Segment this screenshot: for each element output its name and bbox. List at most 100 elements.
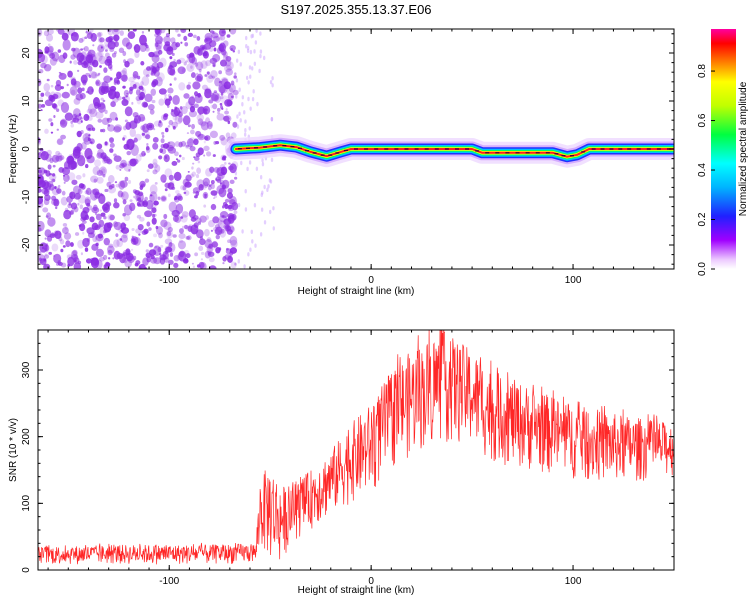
noise-speckle — [177, 195, 183, 201]
noise-speckle — [47, 164, 52, 170]
noise-speckle — [212, 75, 215, 80]
noise-speckle — [38, 103, 42, 109]
noise-speckle — [248, 160, 252, 165]
noise-speckle — [223, 218, 232, 226]
noise-speckle — [73, 60, 78, 65]
noise-speckle — [75, 174, 82, 180]
noise-speckle — [215, 178, 218, 181]
noise-speckle — [180, 29, 187, 34]
noise-speckle — [102, 229, 107, 234]
noise-speckle — [239, 62, 242, 67]
noise-speckle — [152, 213, 157, 217]
noise-speckle — [200, 258, 203, 261]
noise-speckle — [146, 143, 149, 146]
noise-speckle — [125, 95, 128, 98]
noise-speckle — [167, 146, 177, 154]
spectrogram-ytick-label: 0 — [21, 146, 32, 152]
noise-speckle — [77, 60, 83, 66]
colorbar-tick-label: 0.8 — [697, 64, 708, 78]
noise-speckle — [187, 170, 190, 173]
noise-speckle — [121, 74, 128, 82]
noise-speckle — [106, 117, 113, 123]
noise-speckle — [227, 217, 233, 223]
noise-speckle — [149, 191, 158, 203]
noise-speckle — [221, 30, 226, 34]
noise-speckle — [77, 202, 80, 206]
noise-speckle — [223, 81, 231, 90]
noise-speckle — [210, 190, 218, 196]
noise-speckle — [48, 173, 57, 181]
noise-speckle — [145, 146, 151, 154]
noise-speckle — [202, 50, 209, 59]
noise-speckle — [178, 57, 186, 64]
noise-speckle — [182, 115, 191, 126]
noise-speckle — [190, 65, 193, 69]
noise-speckle — [157, 49, 163, 55]
noise-speckle — [153, 257, 162, 265]
noise-speckle — [149, 184, 158, 195]
noise-speckle — [110, 77, 113, 81]
noise-speckle — [128, 76, 135, 83]
noise-speckle — [44, 253, 48, 257]
noise-speckle — [38, 82, 42, 85]
noise-speckle — [197, 133, 206, 141]
noise-speckle — [187, 225, 193, 233]
noise-speckle — [189, 173, 194, 178]
noise-speckle — [91, 243, 99, 251]
noise-speckle — [204, 89, 207, 92]
noise-speckle — [204, 74, 208, 77]
noise-speckle — [217, 227, 222, 233]
noise-speckle — [146, 169, 150, 173]
noise-speckle — [144, 178, 150, 183]
noise-speckle — [44, 237, 47, 240]
noise-speckle — [225, 68, 233, 76]
noise-speckle — [113, 29, 119, 33]
noise-speckle — [178, 141, 183, 148]
snr-y-label: SNR (10 * v/v) — [8, 418, 19, 482]
noise-speckle — [227, 188, 233, 194]
noise-speckle — [259, 49, 263, 54]
noise-speckle — [173, 197, 177, 201]
spectrogram-y-label: Frequency (Hz) — [8, 115, 19, 184]
noise-speckle — [38, 29, 43, 37]
noise-speckle — [45, 215, 49, 218]
noise-speckle — [141, 31, 145, 34]
noise-speckle — [90, 175, 99, 183]
noise-speckle — [46, 212, 52, 219]
noise-speckle — [157, 72, 165, 82]
noise-speckle — [43, 254, 50, 259]
noise-speckle — [186, 132, 190, 135]
noise-speckle — [214, 226, 223, 236]
noise-speckle — [146, 122, 155, 131]
noise-speckle — [106, 55, 112, 64]
noise-speckle — [144, 210, 153, 218]
noise-speckle — [48, 251, 53, 255]
noise-speckle — [259, 53, 262, 59]
noise-speckle — [67, 70, 73, 78]
noise-speckle — [210, 183, 215, 190]
noise-speckle — [196, 167, 202, 174]
noise-speckle — [213, 90, 218, 94]
noise-speckle — [57, 99, 65, 107]
noise-speckle — [138, 263, 147, 269]
noise-speckle — [76, 130, 82, 138]
noise-speckle — [197, 147, 204, 156]
noise-speckle — [51, 243, 59, 252]
noise-speckle — [123, 204, 133, 216]
noise-speckle — [84, 36, 88, 40]
noise-speckle — [123, 143, 130, 150]
noise-speckle — [212, 154, 216, 157]
noise-speckle — [67, 172, 76, 181]
noise-speckle — [151, 99, 156, 104]
noise-speckle — [158, 88, 167, 95]
noise-speckle — [38, 169, 43, 174]
noise-speckle — [209, 46, 214, 53]
colorbar-tick-label: 0.4 — [697, 163, 708, 177]
noise-speckle — [243, 110, 246, 115]
snr-plot-area — [38, 330, 674, 565]
noise-speckle — [43, 189, 50, 197]
noise-speckle — [202, 105, 211, 115]
noise-speckle — [203, 204, 207, 208]
noise-speckle — [219, 182, 223, 185]
